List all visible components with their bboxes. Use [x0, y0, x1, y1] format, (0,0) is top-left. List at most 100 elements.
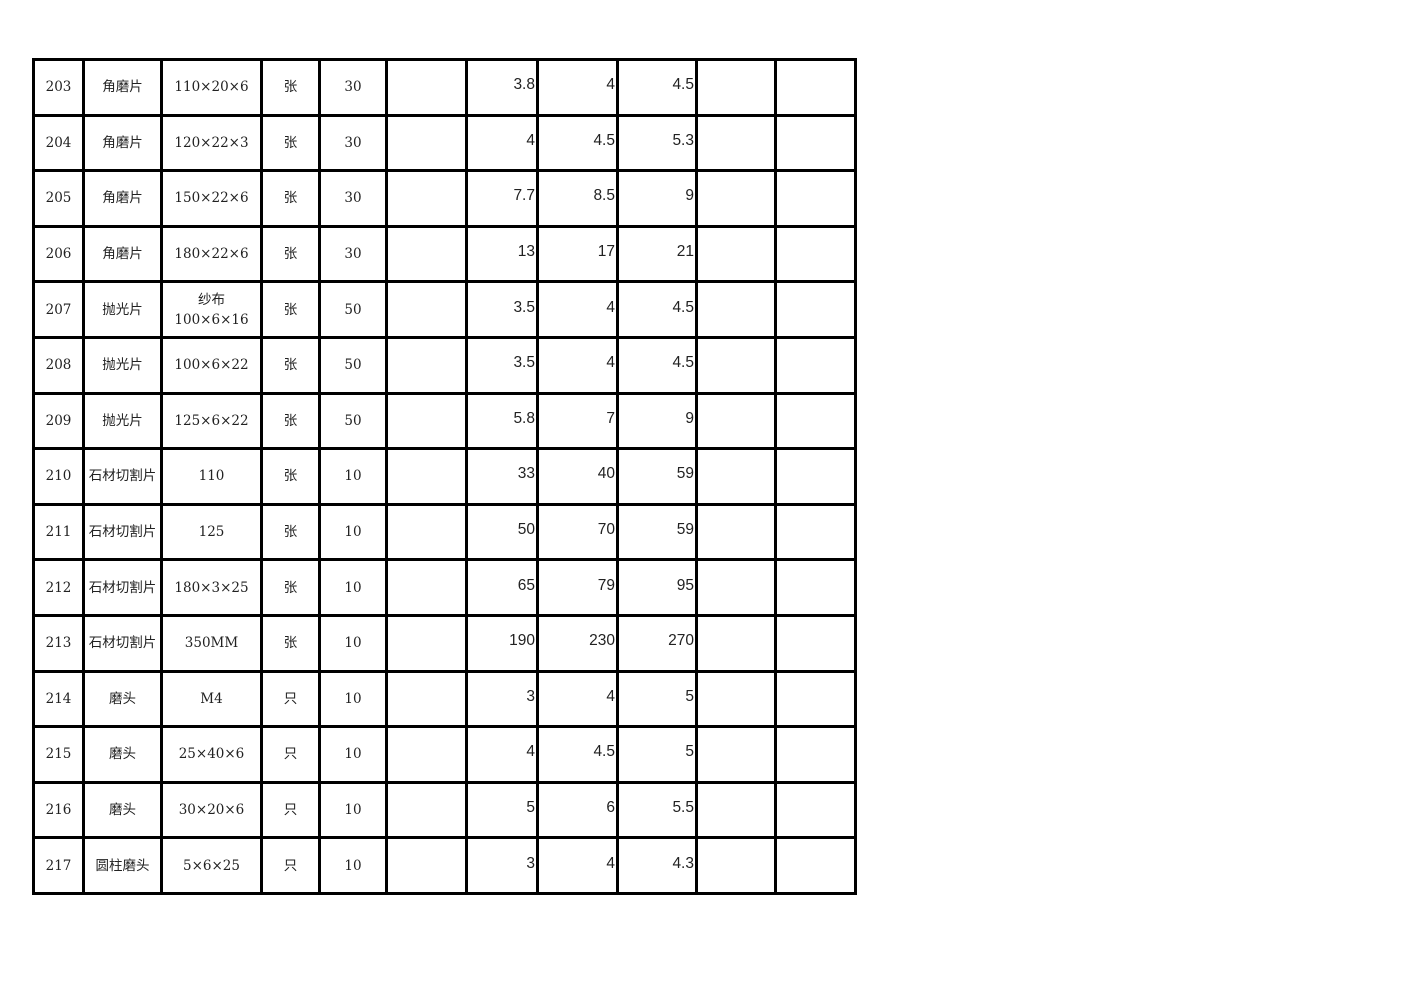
- price-1-cell: 65: [465, 558, 539, 617]
- item-name: 石材切割片: [88, 524, 157, 541]
- blank-2-cell: [695, 725, 777, 784]
- price-1: 5.8: [513, 409, 535, 427]
- item-number-cell: 213: [32, 613, 85, 673]
- specification: 350MM: [184, 635, 239, 652]
- price-1-cell: 50: [465, 502, 539, 562]
- price-2-cell: 6: [536, 780, 619, 840]
- quantity: 10: [344, 802, 362, 819]
- item-number: 204: [45, 134, 72, 151]
- quantity-cell: 10: [318, 836, 388, 895]
- item-name: 石材切割片: [88, 635, 157, 652]
- blank-cell: [385, 502, 468, 562]
- price-1-cell: 4: [465, 725, 539, 784]
- blank-cell: [385, 836, 468, 895]
- specification-cell: M4: [160, 669, 263, 729]
- specification-cell: 150×22×6: [160, 169, 263, 228]
- blank-cell: [385, 558, 468, 617]
- specification-cell: 纱布 100×6×16: [160, 280, 263, 339]
- item-name: 磨头: [109, 690, 136, 707]
- price-3: 59: [676, 465, 694, 483]
- price-1: 4: [526, 131, 535, 149]
- unit-cell: 张: [260, 447, 321, 506]
- unit-cell: 只: [260, 669, 321, 729]
- price-1: 4: [526, 743, 535, 761]
- item-name-cell: 角磨片: [82, 58, 163, 117]
- unit-cell: 只: [260, 725, 321, 784]
- price-2: 8.5: [593, 187, 615, 205]
- unit: 张: [283, 246, 298, 263]
- price-1: 13: [517, 243, 535, 261]
- price-3: 4.5: [672, 76, 694, 94]
- quantity-cell: 10: [318, 613, 388, 673]
- specification: 110: [198, 468, 225, 485]
- specification-cell: 125×6×22: [160, 391, 263, 451]
- unit: 张: [283, 524, 298, 541]
- price-3: 4.5: [672, 354, 694, 372]
- blank-2-cell: [695, 780, 777, 840]
- item-number: 206: [45, 246, 72, 263]
- blank-2-cell: [695, 669, 777, 729]
- item-number-cell: 205: [32, 169, 85, 228]
- quantity: 30: [344, 134, 362, 151]
- blank-2-cell: [695, 447, 777, 506]
- blank-cell: [385, 335, 468, 395]
- blank-2-cell: [695, 335, 777, 395]
- specification-cell: 125: [160, 502, 263, 562]
- price-3-cell: 270: [616, 613, 698, 673]
- quantity-cell: 30: [318, 58, 388, 117]
- unit: 张: [283, 412, 298, 429]
- specification: 纱布 100×6×16: [174, 291, 249, 328]
- specification-cell: 25×40×6: [160, 725, 263, 784]
- item-number: 216: [45, 802, 72, 819]
- unit-cell: 只: [260, 836, 321, 895]
- price-2: 79: [597, 576, 615, 594]
- table-row: 207 抛光片 纱布 100×6×16 张 50 3.5 4 4.5: [32, 280, 857, 339]
- price-3-cell: 59: [616, 502, 698, 562]
- price-1: 3.5: [513, 354, 535, 372]
- price-1-cell: 13: [465, 224, 539, 284]
- blank-3-cell: [774, 502, 857, 562]
- price-2-cell: 4: [536, 836, 619, 895]
- unit-cell: 张: [260, 613, 321, 673]
- quantity-cell: 10: [318, 780, 388, 840]
- price-1-cell: 5.8: [465, 391, 539, 451]
- unit-cell: 张: [260, 280, 321, 339]
- specification: 120×22×3: [174, 134, 249, 151]
- item-name-cell: 抛光片: [82, 335, 163, 395]
- blank-3-cell: [774, 169, 857, 228]
- price-3-cell: 21: [616, 224, 698, 284]
- unit-cell: 张: [260, 58, 321, 117]
- specification-cell: 180×3×25: [160, 558, 263, 617]
- unit-cell: 只: [260, 780, 321, 840]
- blank-3-cell: [774, 725, 857, 784]
- quantity-cell: 50: [318, 280, 388, 339]
- quantity: 10: [344, 579, 362, 596]
- quantity: 10: [344, 857, 362, 874]
- quantity: 10: [344, 468, 362, 485]
- item-number-cell: 206: [32, 224, 85, 284]
- price-3-cell: 9: [616, 391, 698, 451]
- blank-2-cell: [695, 113, 777, 173]
- price-1: 190: [509, 632, 535, 650]
- blank-2-cell: [695, 224, 777, 284]
- item-number: 211: [45, 524, 72, 541]
- price-2: 4: [606, 854, 615, 872]
- price-3-cell: 5.3: [616, 113, 698, 173]
- quantity-cell: 50: [318, 391, 388, 451]
- price-3: 4.3: [672, 854, 694, 872]
- blank-2-cell: [695, 836, 777, 895]
- blank-2-cell: [695, 502, 777, 562]
- unit: 只: [283, 690, 298, 707]
- item-number: 215: [45, 746, 72, 763]
- specification: 125×6×22: [174, 412, 249, 429]
- price-1: 33: [517, 465, 535, 483]
- item-number: 217: [45, 857, 72, 874]
- blank-2-cell: [695, 280, 777, 339]
- table-row: 204 角磨片 120×22×3 张 30 4 4.5 5.3: [32, 113, 857, 173]
- unit: 张: [283, 635, 298, 652]
- item-name-cell: 角磨片: [82, 169, 163, 228]
- item-name-cell: 石材切割片: [82, 558, 163, 617]
- price-2: 4: [606, 76, 615, 94]
- specification-cell: 120×22×3: [160, 113, 263, 173]
- item-name-cell: 磨头: [82, 780, 163, 840]
